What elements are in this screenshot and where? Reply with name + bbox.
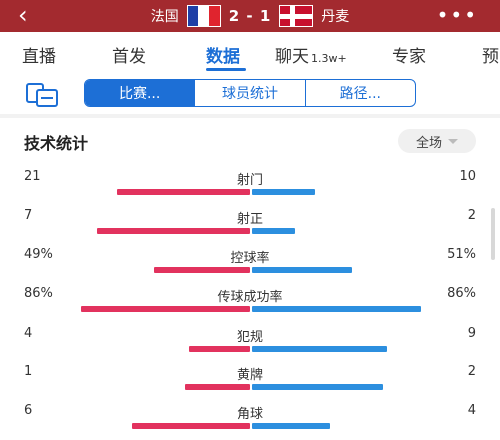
denmark-flag-icon xyxy=(279,5,314,27)
away-stat-value: 10 xyxy=(459,169,476,184)
stat-row: 1 黄牌 2 xyxy=(0,364,500,394)
main-tabs: 直播 首发 数据 聊天 1.3w+ 专家 预 xyxy=(0,32,500,74)
segment-path[interactable]: 路径... xyxy=(339,86,381,102)
away-stat-bar xyxy=(252,384,383,390)
france-flag-icon xyxy=(186,5,221,27)
home-stat-value: 49% xyxy=(24,247,53,262)
sub-tab-bar: 比赛... 球员统计 路径... xyxy=(0,74,500,114)
tab-lineup[interactable]: 首发 xyxy=(112,47,146,67)
stat-row: 7 射正 2 xyxy=(0,208,500,238)
range-selector-label: 全场 xyxy=(415,135,442,151)
tab-chat-label: 聊天 xyxy=(275,47,309,67)
away-stat-value: 2 xyxy=(467,364,476,379)
home-stat-value: 6 xyxy=(24,403,33,418)
home-stat-bar xyxy=(189,346,250,352)
home-team-name: 法国 xyxy=(150,9,179,25)
away-stat-bar xyxy=(252,346,387,352)
away-stat-value: 2 xyxy=(467,208,476,223)
stat-name: 黄牌 xyxy=(236,368,263,383)
home-stat-bar xyxy=(154,267,250,273)
away-stat-bar xyxy=(252,423,330,429)
stat-row: 6 角球 4 xyxy=(0,403,500,433)
home-stat-bar xyxy=(132,423,250,429)
segment-player-stats[interactable]: 球员统计 xyxy=(195,80,306,106)
away-stat-value: 9 xyxy=(467,326,476,341)
match-header: ‹ 法国 2 - 1 丹麦 ••• xyxy=(0,0,500,32)
away-stat-value: 51% xyxy=(447,247,476,262)
stat-row: 4 犯规 9 xyxy=(0,326,500,356)
away-stat-bar xyxy=(252,228,295,234)
stat-name: 传球成功率 xyxy=(217,290,283,305)
stat-name: 控球率 xyxy=(230,251,270,266)
away-stat-value: 4 xyxy=(467,403,476,418)
match-score: 2 - 1 xyxy=(228,7,272,25)
stat-name: 犯规 xyxy=(236,330,263,345)
home-stat-value: 4 xyxy=(24,326,33,341)
tab-chat[interactable]: 聊天 1.3w+ xyxy=(275,42,347,67)
stat-row: 21 射门 10 xyxy=(0,169,500,199)
stat-name: 角球 xyxy=(236,407,263,422)
tab-live[interactable]: 直播 xyxy=(22,47,56,67)
segment-match-stats[interactable]: 比赛... xyxy=(85,80,196,106)
technical-stats-panel: 技术统计 全场 21 射门 10 7 射正 2 49% 控球率 51% 86% 传球成功率 86% 4 犯… xyxy=(0,118,500,440)
active-tab-indicator xyxy=(206,68,246,71)
stat-row: 49% 控球率 51% xyxy=(0,247,500,277)
back-icon[interactable]: ‹ xyxy=(18,1,28,29)
stats-segmented-control: 比赛... 球员统计 路径... xyxy=(84,79,416,107)
more-options-icon[interactable]: ••• xyxy=(436,3,478,27)
home-stat-bar xyxy=(117,189,250,195)
tactics-board-icon[interactable] xyxy=(24,80,60,108)
home-stat-value: 7 xyxy=(24,208,33,223)
home-stat-value: 86% xyxy=(24,286,53,301)
home-stat-bar xyxy=(97,228,250,234)
tab-predict[interactable]: 预 xyxy=(482,47,499,67)
home-stat-value: 1 xyxy=(24,364,33,379)
home-stat-value: 21 xyxy=(24,169,41,184)
stat-name: 射正 xyxy=(236,212,263,227)
stat-name: 射门 xyxy=(236,173,263,188)
away-team-name: 丹麦 xyxy=(321,9,350,25)
scrollbar[interactable] xyxy=(491,208,495,260)
home-stat-bar xyxy=(81,306,250,312)
away-stat-value: 86% xyxy=(447,286,476,301)
caret-down-icon xyxy=(448,138,458,144)
home-stat-bar xyxy=(185,384,250,390)
section-title: 技术统计 xyxy=(24,134,89,153)
away-stat-bar xyxy=(252,267,352,273)
range-selector[interactable]: 全场 xyxy=(398,129,476,153)
match-scoreline: 法国 2 - 1 丹麦 xyxy=(0,0,500,32)
tab-experts[interactable]: 专家 xyxy=(392,47,426,67)
tab-chat-badge: 1.3w+ xyxy=(311,52,347,65)
away-stat-bar xyxy=(252,306,421,312)
tab-data[interactable]: 数据 xyxy=(206,47,240,67)
away-stat-bar xyxy=(252,189,315,195)
stat-row: 86% 传球成功率 86% xyxy=(0,286,500,316)
